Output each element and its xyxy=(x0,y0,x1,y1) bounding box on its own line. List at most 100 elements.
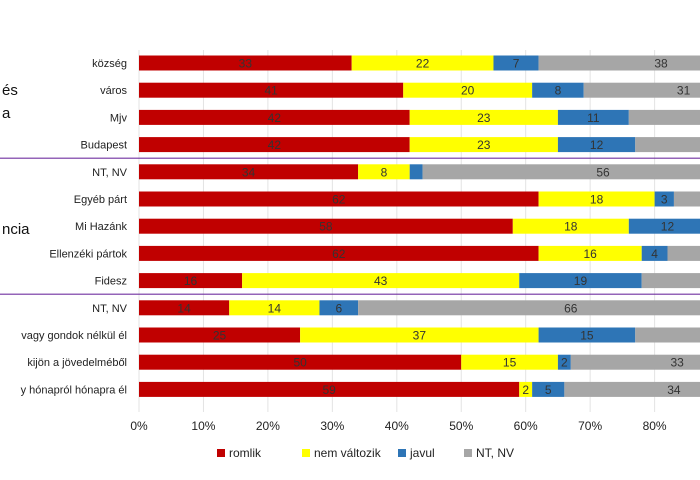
value-label: 16 xyxy=(184,274,198,288)
bar-segment-2 xyxy=(557,354,571,370)
bar-segment-1 xyxy=(242,273,520,289)
x-tick-label: 0% xyxy=(130,419,148,433)
bar-segment-0 xyxy=(139,381,520,397)
bar-segment-0 xyxy=(139,191,539,207)
bar-segment-2 xyxy=(519,273,642,289)
value-label: 42 xyxy=(268,138,282,152)
value-label: 12 xyxy=(661,220,675,234)
value-label: 6 xyxy=(335,301,342,315)
category-label: Mjv xyxy=(110,112,128,124)
x-tick-label: 10% xyxy=(191,419,215,433)
legend-label: romlik xyxy=(229,446,262,460)
value-label: 8 xyxy=(381,165,388,179)
value-label: 43 xyxy=(374,274,388,288)
category-label: Mi Hazánk xyxy=(75,221,127,233)
value-label: 56 xyxy=(596,165,610,179)
category-label: kijön a jövedelméből xyxy=(27,357,127,369)
value-label: 8 xyxy=(555,84,562,98)
category-label: NT, NV xyxy=(92,167,128,179)
group-label: ncia xyxy=(2,221,30,238)
bar-segment-0 xyxy=(139,300,230,316)
bar-segment-1 xyxy=(538,245,642,261)
bar-segment-3 xyxy=(673,191,700,207)
bar-segment-0 xyxy=(139,273,243,289)
bar-segment-3 xyxy=(583,82,700,98)
x-tick-label: 40% xyxy=(385,419,409,433)
bar-segment-3 xyxy=(635,137,700,153)
bar-segment-3 xyxy=(564,381,700,397)
bar-segment-1 xyxy=(461,354,558,370)
group-label: a xyxy=(2,105,11,122)
bar-segment-1 xyxy=(409,137,558,153)
bar-segment-1 xyxy=(300,327,539,343)
bar-segment-3 xyxy=(570,354,700,370)
bar-segment-1 xyxy=(403,82,533,98)
category-label: vagy gondok nélkül él xyxy=(21,330,127,342)
bar-segment-3 xyxy=(422,164,700,180)
value-label: 22 xyxy=(416,57,430,71)
value-label: 31 xyxy=(677,84,691,98)
bar-segment-2 xyxy=(319,300,359,316)
bar-segment-1 xyxy=(358,164,410,180)
value-label: 11 xyxy=(587,111,600,125)
value-label: 14 xyxy=(177,301,191,315)
x-tick-label: 30% xyxy=(320,419,344,433)
value-label: 15 xyxy=(580,329,594,343)
bar-segment-2 xyxy=(532,381,565,397)
legend-label: NT, NV xyxy=(476,446,514,460)
value-label: 14 xyxy=(268,301,282,315)
bar-segment-3 xyxy=(538,55,700,71)
bar-segment-1 xyxy=(512,218,629,234)
bar-segment-2 xyxy=(409,164,423,180)
bar-segment-0 xyxy=(139,327,301,343)
value-label: 15 xyxy=(503,356,517,370)
value-label: 62 xyxy=(332,193,346,207)
category-label: Fidesz xyxy=(95,276,127,288)
value-label: 33 xyxy=(239,57,253,71)
value-label: 16 xyxy=(583,247,597,261)
value-label: 19 xyxy=(574,274,588,288)
value-label: 38 xyxy=(654,57,668,71)
bar-segment-3 xyxy=(358,300,700,316)
value-label: 34 xyxy=(242,165,256,179)
legend-label: javul xyxy=(409,446,435,460)
category-label: Egyéb párt xyxy=(74,194,127,206)
bar-segment-0 xyxy=(139,109,410,125)
category-label: város xyxy=(100,85,127,97)
category-label: község xyxy=(92,58,127,70)
legend-label: nem változik xyxy=(314,446,382,460)
value-label: 25 xyxy=(213,329,227,343)
x-tick-label: 70% xyxy=(578,419,602,433)
x-tick-label: 50% xyxy=(449,419,473,433)
legend-swatch xyxy=(302,449,310,457)
bar-segment-0 xyxy=(139,218,513,234)
x-tick-label: 80% xyxy=(643,419,667,433)
category-label: y hónapról hónapra él xyxy=(21,384,127,396)
value-label: 34 xyxy=(667,383,681,397)
bar-segment-3 xyxy=(635,327,700,343)
value-label: 42 xyxy=(268,111,282,125)
value-label: 20 xyxy=(461,84,475,98)
bar-segment-2 xyxy=(654,191,674,207)
bar-segment-0 xyxy=(139,82,404,98)
x-tick-label: 60% xyxy=(514,419,538,433)
bar-segment-0 xyxy=(139,354,462,370)
bar-segment-1 xyxy=(538,191,655,207)
bar-segment-1 xyxy=(519,381,533,397)
legend-swatch xyxy=(398,449,406,457)
value-label: 2 xyxy=(522,383,529,397)
legend-swatch xyxy=(217,449,225,457)
bar-segment-1 xyxy=(351,55,494,71)
value-label: 18 xyxy=(590,193,604,207)
bar-segment-2 xyxy=(532,82,584,98)
x-tick-label: 20% xyxy=(256,419,280,433)
value-label: 5 xyxy=(545,383,552,397)
category-label: Budapest xyxy=(81,140,127,152)
bar-segment-1 xyxy=(409,109,558,125)
value-label: 18 xyxy=(564,220,578,234)
value-label: 12 xyxy=(590,138,604,152)
group-label: és xyxy=(2,82,18,99)
legend-swatch xyxy=(464,449,472,457)
bar-segment-0 xyxy=(139,55,352,71)
